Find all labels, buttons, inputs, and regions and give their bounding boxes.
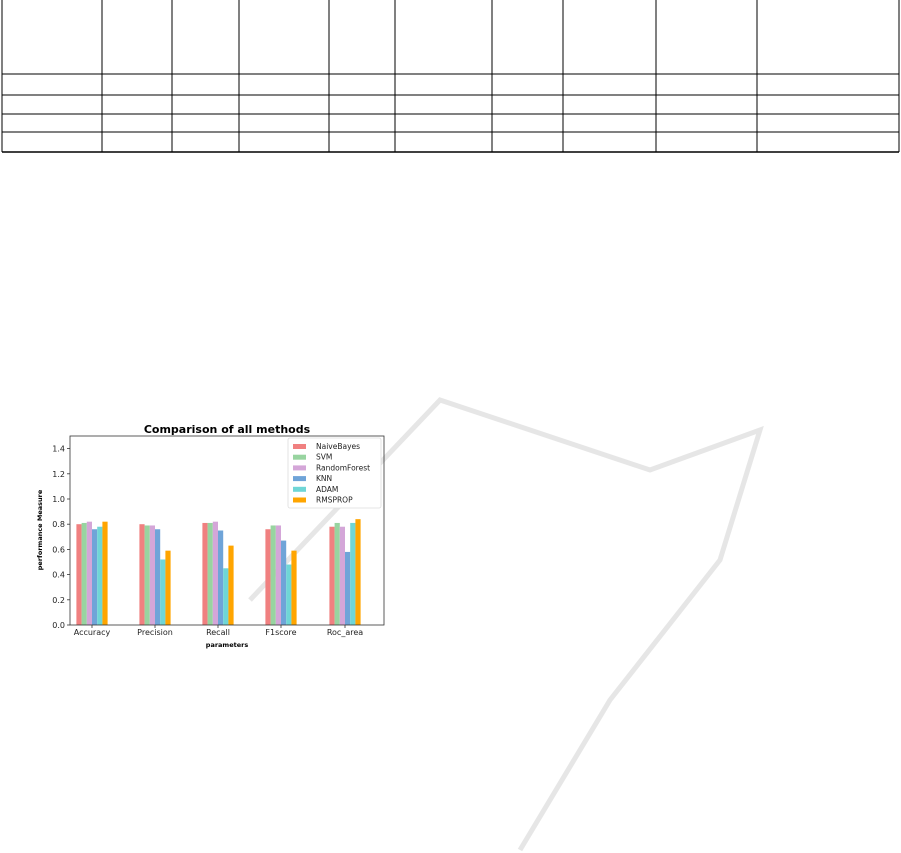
bar-KNN-Precision [155,529,161,625]
bar-RandomForest-Recall [212,521,218,625]
legend-label: SVM [316,453,332,462]
y-tick-label: 0.4 [52,571,65,580]
y-tick-label: 1.0 [52,495,65,504]
bar-NaiveBayes-F1score [265,529,271,625]
bar-RandomForest-Roc_area [339,526,345,625]
bar-SVM-Accuracy [81,522,87,625]
bar-RandomForest-Accuracy [86,521,92,625]
bar-SVM-Recall [207,522,213,625]
legend-swatch [293,486,306,492]
bar-ADAM-Precision [160,559,166,625]
legend-label: ADAM [316,485,338,494]
x-tick-label: F1score [265,628,296,637]
legend-swatch [293,454,306,460]
y-tick-label: 0.2 [52,596,65,605]
x-tick-label: Precision [137,628,173,637]
y-tick-label: 1.2 [52,470,65,479]
bar-RMSPROP-F1score [291,550,297,625]
legend-label: NaiveBayes [316,442,360,451]
bar-RMSPROP-Recall [228,545,234,625]
y-axis-label: performance Measure [36,489,44,570]
bar-KNN-Roc_area [345,551,351,625]
bar-SVM-Roc_area [334,522,340,625]
legend-swatch [293,465,306,471]
watermark-swoosh [248,397,764,852]
bar-RandomForest-Precision [149,525,155,625]
bar-RMSPROP-Roc_area [355,519,361,625]
bar-SVM-F1score [270,525,276,625]
y-tick-label: 1.4 [52,445,65,454]
legend-swatch [293,444,306,449]
legend-swatch [293,476,306,482]
bar-SVM-Precision [144,525,150,625]
legend-swatch [293,497,306,503]
data-table [1,0,900,153]
bar-NaiveBayes-Precision [139,524,145,625]
bar-KNN-F1score [281,540,287,625]
x-tick-label: Accuracy [74,628,111,637]
bar-NaiveBayes-Accuracy [76,524,82,625]
bar-NaiveBayes-Recall [202,522,208,625]
x-axis-label: parameters [206,641,249,649]
x-tick-label: Recall [206,628,230,637]
plot-frame [69,435,385,626]
bar-ADAM-F1score [286,564,292,625]
legend-label: RMSPROP [316,496,353,505]
legend-box [287,437,382,509]
bar-RMSPROP-Accuracy [102,521,108,625]
bar-NaiveBayes-Roc_area [329,526,335,625]
bar-KNN-Accuracy [92,529,98,625]
bar-RandomForest-F1score [275,525,281,625]
chart-title: Comparison of all methods [144,423,311,436]
legend-label: RandomForest [316,463,370,472]
bar-ADAM-Recall [223,568,229,625]
bar-ADAM-Accuracy [97,526,103,625]
y-tick-label: 0.8 [52,520,65,529]
y-tick-label: 0.0 [52,621,65,630]
bar-KNN-Recall [218,530,224,625]
bar-RMSPROP-Precision [165,550,171,625]
x-tick-label: Roc_area [327,628,363,637]
legend-label: KNN [316,474,332,483]
y-tick-label: 0.6 [52,545,65,554]
bar-ADAM-Roc_area [350,522,356,625]
